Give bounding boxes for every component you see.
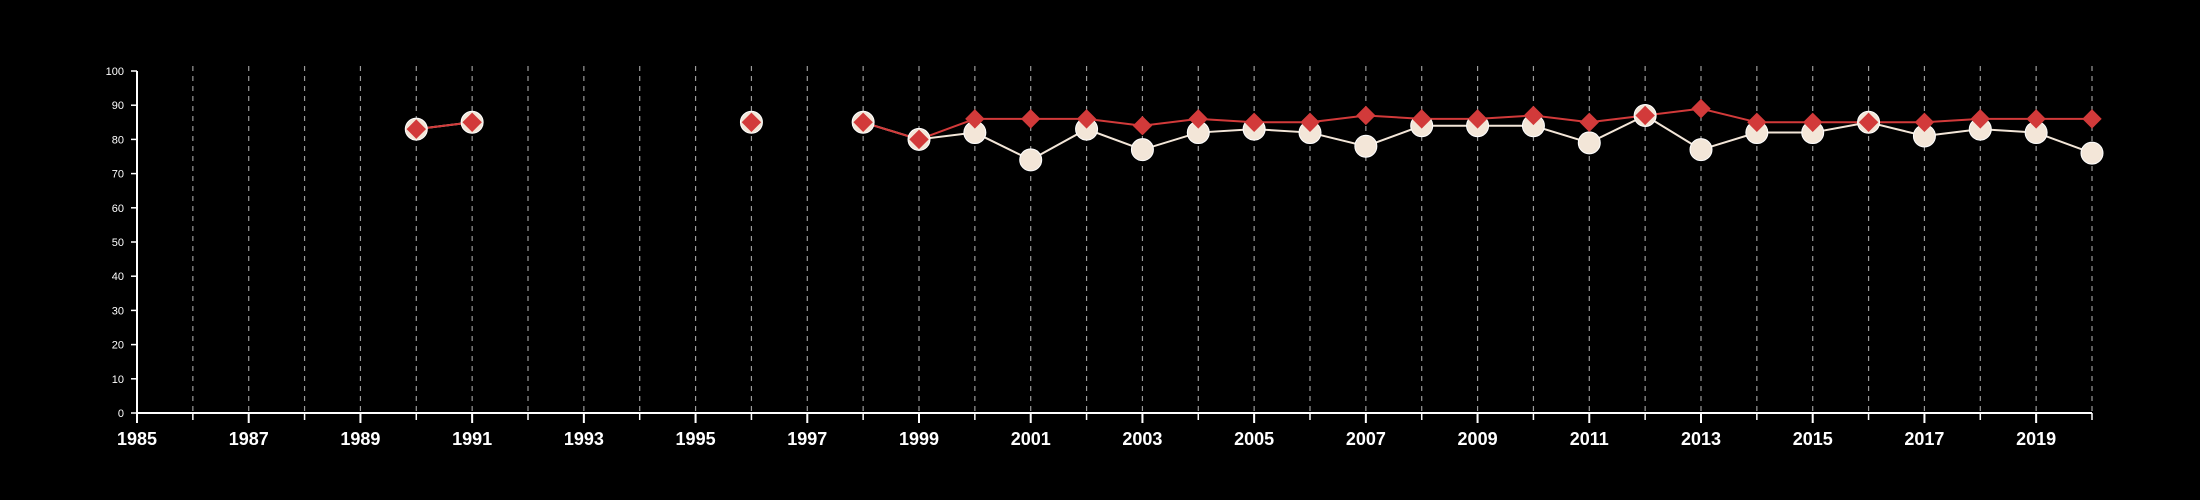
series-b-point [853, 112, 873, 133]
x-tick-label: 1985 [117, 429, 157, 449]
x-tick-label: 2019 [2016, 429, 2056, 449]
series-a-point [1689, 138, 1713, 162]
series-a-point [1354, 134, 1378, 158]
y-tick-label: 90 [112, 100, 124, 112]
series-b-point [1300, 112, 1320, 133]
y-tick-label: 40 [112, 271, 124, 283]
series-b-point [2026, 109, 2046, 129]
series-b-point [1188, 109, 1208, 129]
series-b-point [406, 119, 426, 139]
series-b-point [741, 112, 762, 133]
y-tick-label: 30 [112, 305, 124, 317]
y-tick-label: 60 [112, 203, 124, 215]
series-b-point [1914, 112, 1935, 133]
y-tick-label: 70 [112, 169, 124, 181]
x-tick-label: 1987 [229, 429, 269, 449]
series-b-point [1858, 112, 1879, 133]
series-b-point [965, 109, 985, 129]
grid [192, 66, 2093, 413]
series-b-point [1803, 112, 1823, 133]
x-tick-label: 2007 [1346, 429, 1386, 449]
series-b-point [1635, 105, 1655, 126]
series-a-point [1130, 138, 1154, 162]
series-a-point [1019, 148, 1043, 172]
y-tick-label: 100 [106, 66, 124, 78]
x-tick-label: 1993 [564, 429, 604, 449]
x-tick-label: 2013 [1681, 429, 1721, 449]
x-tick-label: 1989 [340, 429, 380, 449]
series-b-point [1021, 109, 1041, 129]
y-tick-label: 80 [112, 134, 124, 146]
x-tick-label: 2003 [1122, 429, 1162, 449]
x-tick-label: 2011 [1570, 429, 1609, 449]
series-b-point [2082, 109, 2102, 129]
series-b-point [462, 112, 482, 133]
series-b-point [1132, 116, 1153, 136]
series-b-point [1244, 112, 1264, 133]
x-tick-label: 1997 [787, 429, 827, 449]
series-b-point [1691, 98, 1711, 119]
series-b-point [1467, 109, 1488, 129]
x-tick-label: 2009 [1458, 429, 1498, 449]
y-tick-label: 0 [118, 408, 124, 420]
series-a-point [1577, 131, 1601, 155]
series-b-point [909, 129, 929, 150]
series-b-point [1412, 109, 1432, 129]
x-tick-label: 1995 [676, 429, 716, 449]
series-b-point [1747, 112, 1767, 133]
y-tick-label: 10 [112, 374, 124, 386]
x-tick-label: 2005 [1234, 429, 1274, 449]
series [404, 98, 2104, 172]
series-b-point [1579, 112, 1599, 133]
y-tick-label: 50 [112, 237, 124, 249]
series-b-point [1356, 105, 1376, 126]
series-a-point [2080, 141, 2104, 165]
x-tick-label: 1991 [452, 429, 492, 449]
x-tick-label: 2015 [1793, 429, 1833, 449]
x-tick-label: 2017 [1904, 429, 1944, 449]
axes: 0 10 20 30 40 50 60 70 80 90 100 1985 1987 1989 1991 19… [106, 66, 2093, 449]
x-tick-label: 1999 [899, 429, 939, 449]
y-tick-label: 20 [112, 340, 124, 352]
x-tick-label: 2001 [1011, 429, 1051, 449]
series-b-point [1523, 105, 1544, 126]
series-b-point [1076, 109, 1097, 129]
series-b-point [1970, 109, 1990, 129]
